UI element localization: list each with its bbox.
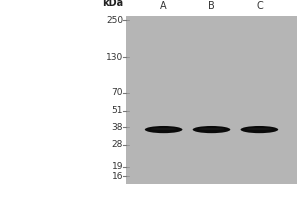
Text: 38: 38 [112, 123, 123, 132]
Text: C: C [256, 1, 263, 11]
Text: 28: 28 [112, 140, 123, 149]
Text: 16: 16 [112, 172, 123, 181]
Text: 130: 130 [106, 53, 123, 62]
Text: 19: 19 [112, 162, 123, 171]
Text: B: B [208, 1, 215, 11]
Text: 250: 250 [106, 16, 123, 25]
Ellipse shape [241, 126, 278, 133]
Ellipse shape [193, 126, 230, 133]
Text: A: A [160, 1, 167, 11]
Ellipse shape [145, 126, 182, 133]
Ellipse shape [151, 128, 177, 130]
Text: kDa: kDa [102, 0, 123, 8]
Text: 51: 51 [112, 106, 123, 115]
Text: 70: 70 [112, 88, 123, 97]
Ellipse shape [198, 128, 225, 130]
Ellipse shape [246, 128, 272, 130]
